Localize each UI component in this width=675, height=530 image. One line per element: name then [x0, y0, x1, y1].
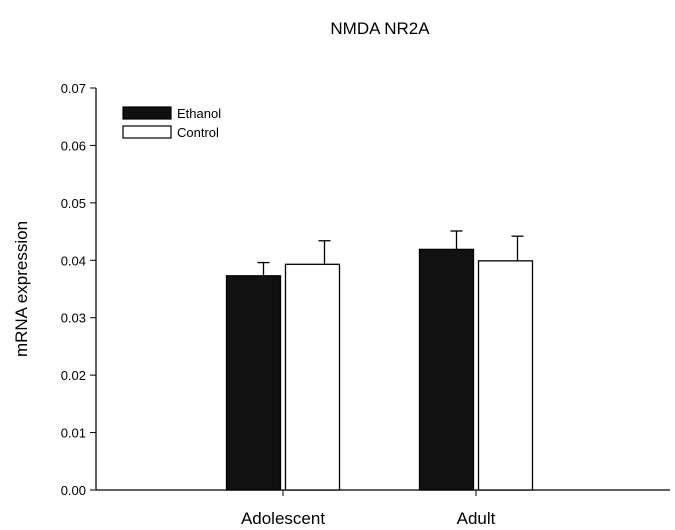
y-tick-label: 0.05: [61, 196, 86, 211]
chart-title: NMDA NR2A: [330, 19, 430, 38]
legend: Ethanol Control: [122, 106, 221, 140]
bar-ethanol-adolescent: [225, 275, 282, 491]
legend-swatch-ethanol: [122, 106, 172, 120]
y-tick-label: 0.03: [61, 311, 86, 326]
legend-swatch-control: [122, 125, 172, 139]
legend-label-ethanol: Ethanol: [177, 106, 221, 121]
y-tick-label: 0.01: [61, 426, 86, 441]
y-tick-label: 0.06: [61, 138, 86, 153]
y-tick-label: 0.07: [61, 81, 86, 96]
x-tick-label-adolescent: Adolescent: [241, 509, 325, 528]
legend-label-control: Control: [177, 125, 219, 140]
y-tick-label: 0.00: [61, 483, 86, 498]
y-axis-label: mRNA expression: [12, 221, 31, 357]
x-tick-label-adult: Adult: [457, 509, 496, 528]
y-tick-label: 0.02: [61, 368, 86, 383]
y-tick-label: 0.04: [61, 253, 86, 268]
bar-control-adolescent: [284, 263, 341, 491]
plot-area: 0.00 0.01 0.02 0.03 0.04 0.05 0.06 0.07 Adolesce…: [61, 81, 670, 528]
bar-control-adult: [477, 260, 534, 491]
bar-ethanol-adult: [418, 248, 475, 491]
